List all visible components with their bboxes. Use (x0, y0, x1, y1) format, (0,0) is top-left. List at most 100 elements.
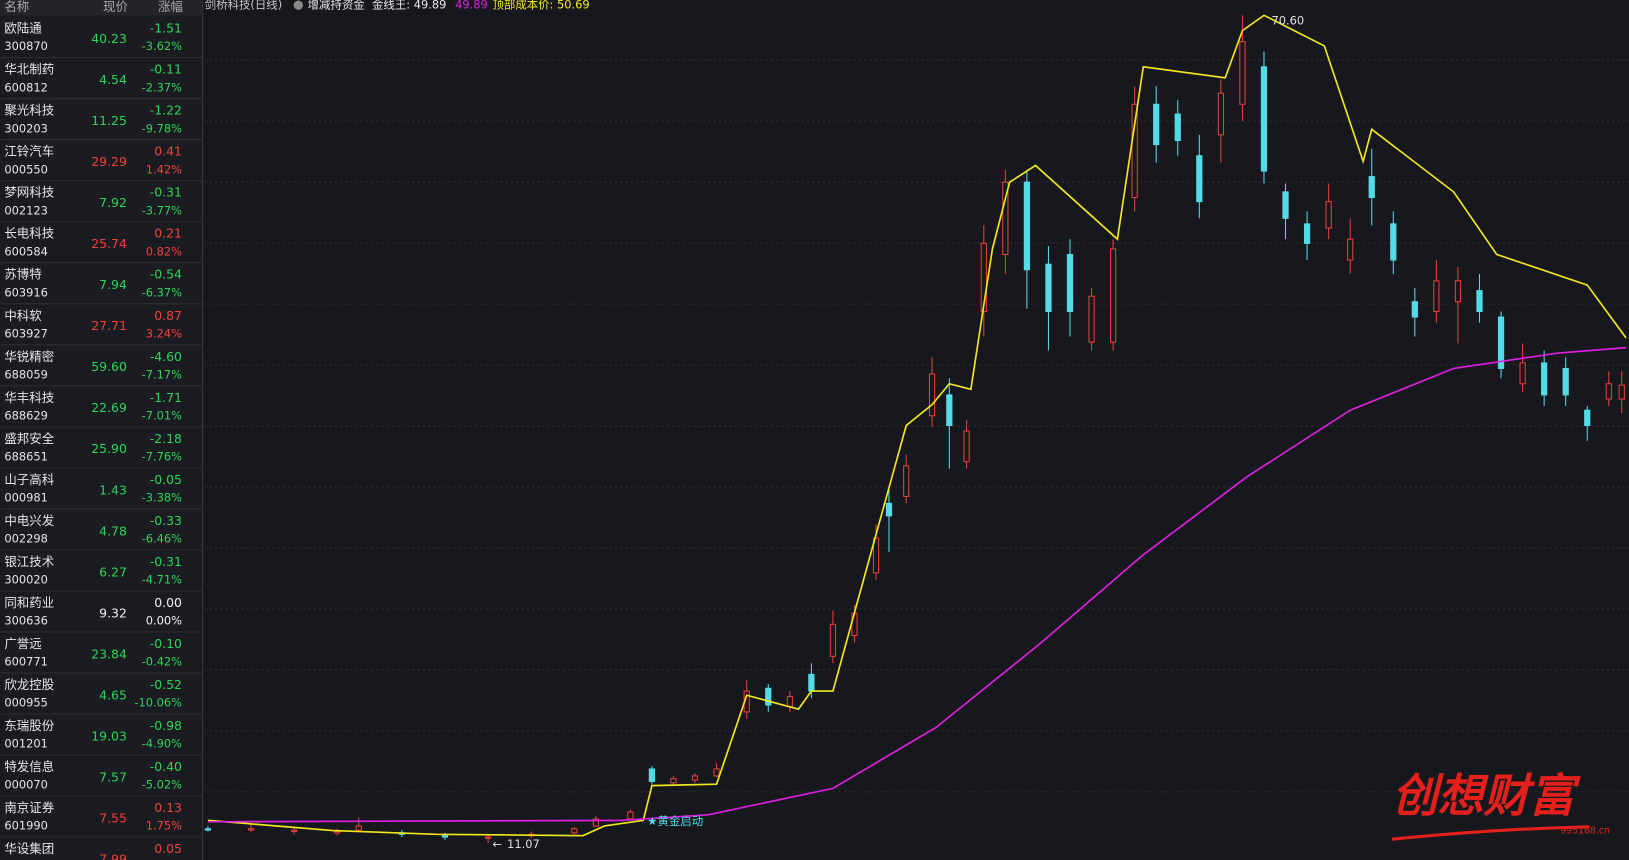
change-pct: -3.62% (142, 39, 183, 53)
change: -0.98 (150, 718, 182, 733)
candle-body (334, 830, 341, 834)
price: 40.23 (91, 31, 127, 46)
candle-body (1454, 280, 1462, 303)
candle-body (1347, 238, 1354, 261)
stock-code: 001201 (4, 737, 48, 751)
watermark: 创想财富 (1392, 768, 1581, 822)
stock-name: 同和药业 (4, 595, 54, 610)
legend-cost: 顶部成本价: 50.69 (493, 0, 590, 12)
stock-name: 南京证券 (4, 800, 54, 815)
candle-body (713, 768, 720, 777)
candle-body (808, 673, 815, 692)
candle-body (1174, 113, 1181, 141)
candle-body (1519, 362, 1526, 385)
stock-name: 特发信息 (4, 759, 54, 774)
candle-body (1002, 181, 1009, 255)
candle-body (1153, 103, 1160, 146)
stock-code: 000955 (4, 696, 48, 710)
stock-code: 300020 (4, 573, 48, 587)
candle-body (786, 696, 793, 707)
candle-body (1562, 367, 1569, 396)
stock-code: 688651 (4, 450, 48, 464)
stock-name: 长电科技 (4, 226, 54, 241)
candle-body (291, 829, 298, 833)
stock-name: 华锐精密 (4, 349, 54, 364)
change-pct: -10.06% (134, 696, 182, 710)
candle-body (1282, 191, 1289, 219)
stock-code: 601990 (4, 819, 48, 833)
candle-body (885, 502, 893, 517)
price: 29.29 (91, 154, 127, 169)
list-header (0, 0, 202, 16)
change: -0.31 (150, 554, 182, 569)
change-pct: -7.76% (142, 450, 183, 464)
change: 0.21 (154, 226, 182, 241)
stock-name: 聚光科技 (4, 103, 54, 118)
high-label: 70.60 (1272, 13, 1305, 27)
candle-body (1217, 92, 1224, 136)
candle-body (484, 836, 492, 839)
change-pct: -3.77% (142, 203, 183, 217)
price: 23.84 (91, 646, 127, 661)
stock-name: 银江技术 (4, 554, 54, 569)
change-pct: -6.37% (142, 285, 183, 299)
price: 6.27 (99, 564, 127, 579)
stock-name: 华丰科技 (4, 390, 54, 405)
candle-body (1131, 103, 1138, 198)
price: 9.32 (99, 605, 127, 620)
candle-body (963, 430, 970, 463)
stock-code: 688629 (4, 408, 48, 422)
indicator-line (207, 346, 1627, 823)
stock-code: 300203 (4, 121, 48, 135)
stock-name: 梦网科技 (4, 185, 54, 200)
header-cell: 名称 (4, 0, 29, 14)
candle-body (648, 768, 656, 782)
change-pct: 1.75% (146, 819, 182, 833)
stock-code: 000070 (4, 778, 48, 792)
candle-body (1411, 301, 1418, 318)
change-pct: -6.46% (142, 532, 183, 546)
change-pct: 0.82% (146, 244, 182, 258)
candle-body (691, 775, 699, 781)
candle-body (829, 623, 837, 657)
swoosh (1391, 825, 1590, 841)
change: 0.05 (154, 841, 182, 856)
change-pct: -0.42% (142, 655, 183, 669)
candle-body (872, 537, 880, 574)
stock-name: 苏博特 (4, 267, 41, 282)
price: 59.60 (91, 359, 127, 374)
stock-name: 华设集团 (4, 841, 54, 856)
price: 25.90 (91, 441, 127, 456)
candle-body (1066, 253, 1074, 312)
price: 25.74 (91, 236, 127, 251)
header-cell: 涨幅 (158, 0, 183, 14)
change: 0.87 (154, 308, 182, 323)
change: 0.00 (154, 595, 182, 610)
change: -0.40 (150, 759, 182, 774)
candle-body (1088, 295, 1095, 343)
stock-code: 603916 (4, 285, 48, 299)
candle-body (1584, 409, 1591, 427)
candle-body (670, 778, 677, 784)
stock-code: 603927 (4, 326, 48, 340)
price: 27.71 (91, 318, 127, 333)
price: 1.43 (99, 482, 127, 497)
change-pct: 1.42% (146, 162, 182, 176)
price: 22.69 (91, 400, 127, 415)
stock-name: 中电兴发 (4, 513, 54, 528)
price: 7.92 (99, 195, 127, 210)
candle-body (1260, 66, 1268, 172)
price: 4.65 (99, 687, 127, 702)
price: 4.54 (99, 72, 127, 87)
change: -1.51 (150, 21, 182, 36)
candle-body (1303, 223, 1311, 244)
icon (293, 0, 303, 10)
start-label: ★黄金启动 (647, 814, 703, 828)
price: 7.94 (99, 277, 127, 292)
list-panel (0, 0, 202, 860)
candle-body (627, 811, 634, 820)
candle-body (928, 373, 936, 417)
stock-code: 600812 (4, 80, 48, 94)
candle-body (1605, 383, 1612, 400)
